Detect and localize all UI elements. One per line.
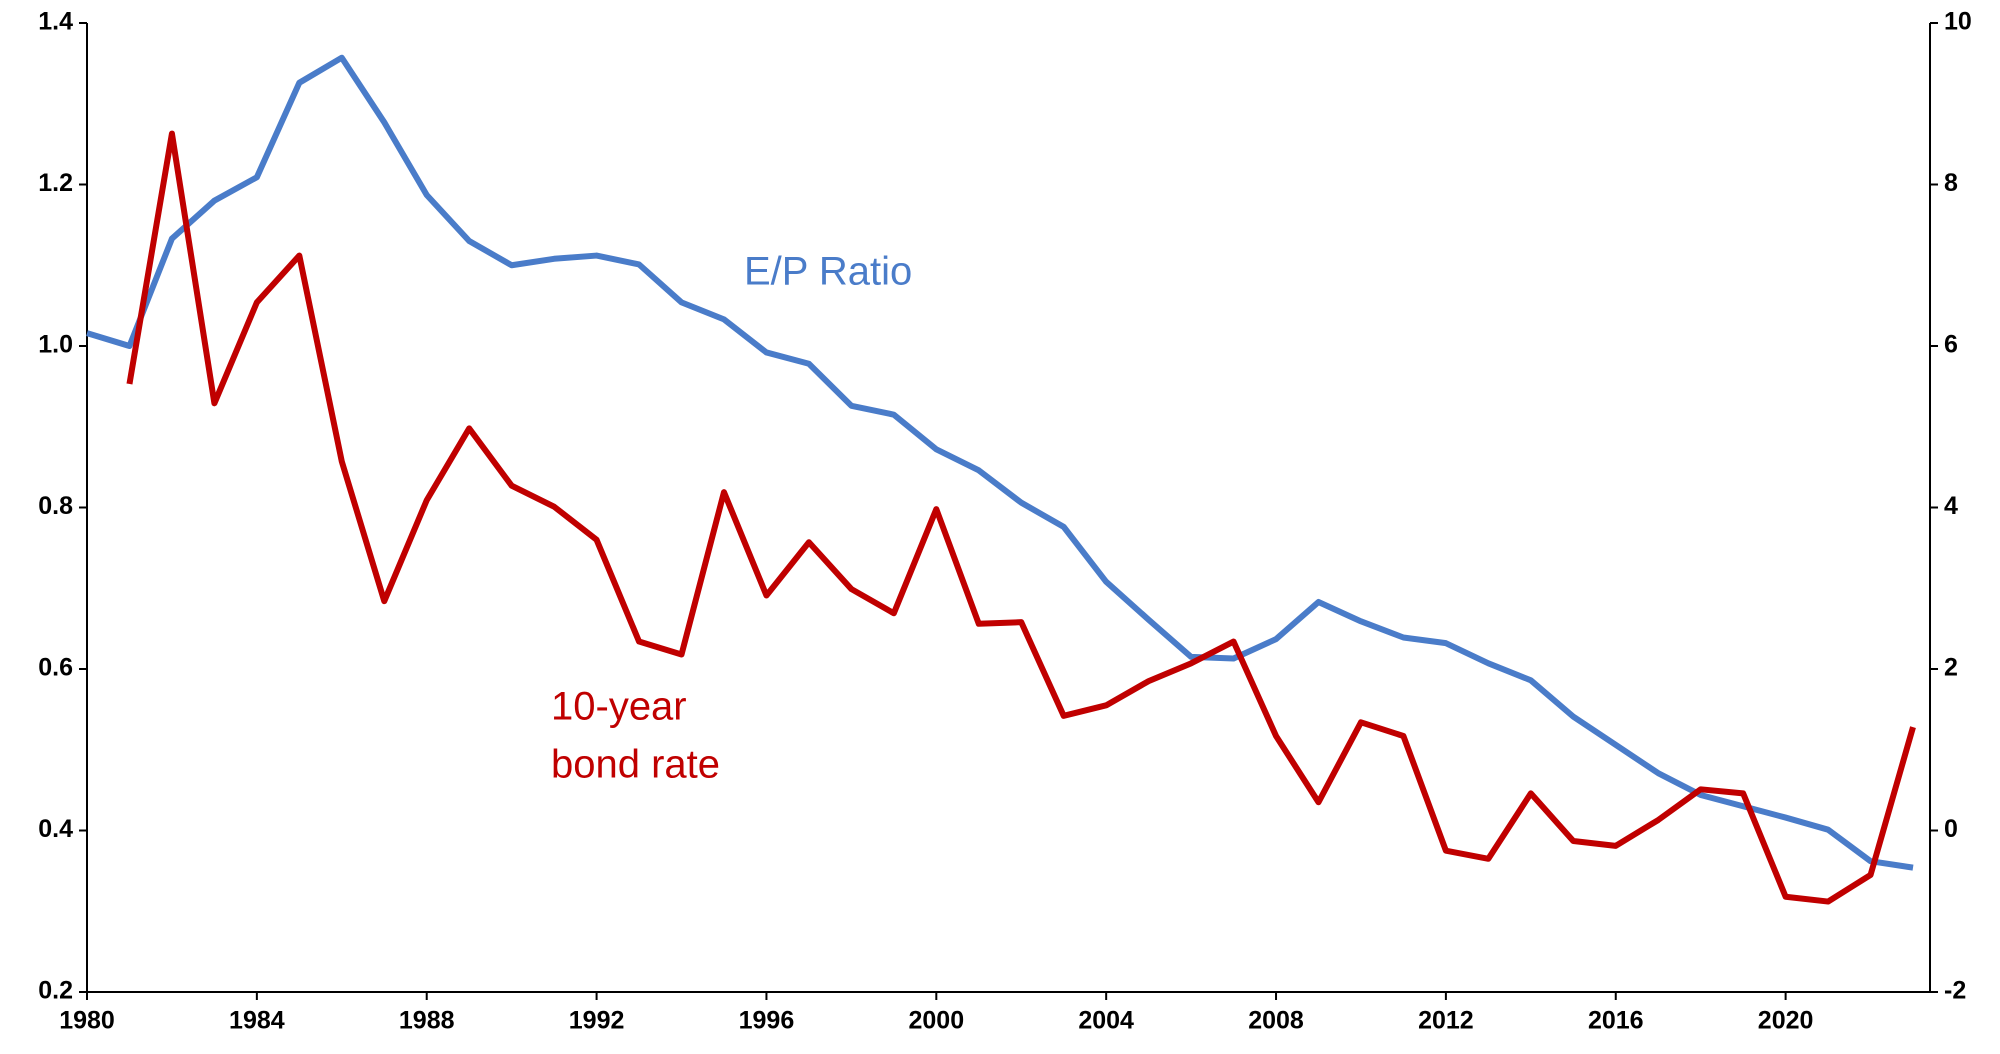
y-tick-label: 1.2 bbox=[38, 169, 73, 197]
x-tick-label: 1992 bbox=[569, 1007, 625, 1035]
y-tick-label: 0.2 bbox=[38, 977, 73, 1005]
x-tick-label: 2020 bbox=[1758, 1007, 1814, 1035]
y2-tick-label: -2 bbox=[1944, 977, 1966, 1005]
y2-tick-label: 4 bbox=[1944, 492, 1958, 520]
series-line bbox=[126, 130, 1916, 905]
y-tick-label: 0.4 bbox=[38, 815, 73, 843]
y2-tick-label: 6 bbox=[1944, 331, 1958, 359]
y-tick-label: 0.6 bbox=[38, 654, 73, 682]
x-tick-label: 1984 bbox=[229, 1007, 285, 1035]
y2-tick-label: 8 bbox=[1944, 169, 1958, 197]
y-tick-label: 1.4 bbox=[38, 8, 73, 36]
y2-tick-label: 0 bbox=[1944, 815, 1958, 843]
x-tick-label: 2016 bbox=[1588, 1007, 1644, 1035]
y-tick-label: 0.8 bbox=[38, 492, 73, 520]
x-tick-label: 1980 bbox=[59, 1007, 115, 1035]
annotation: 10-year bbox=[551, 685, 687, 729]
x-tick-label: 1988 bbox=[399, 1007, 455, 1035]
series-line bbox=[86, 54, 1914, 871]
y2-tick-label: 2 bbox=[1944, 654, 1958, 682]
x-tick-label: 2000 bbox=[908, 1007, 964, 1035]
x-tick-label: 2008 bbox=[1248, 1007, 1304, 1035]
x-tick-label: 1996 bbox=[739, 1007, 795, 1035]
x-tick-label: 2012 bbox=[1418, 1007, 1474, 1035]
annotation: E/P Ratio bbox=[744, 250, 912, 294]
y-tick-label: 1.0 bbox=[38, 331, 73, 359]
x-tick-label: 2004 bbox=[1078, 1007, 1134, 1035]
y2-tick-label: 10 bbox=[1944, 8, 1972, 36]
annotation: bond rate bbox=[551, 743, 720, 787]
